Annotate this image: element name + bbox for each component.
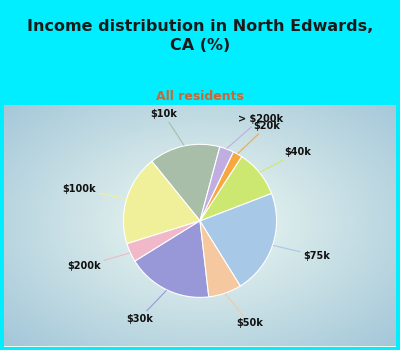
Wedge shape xyxy=(200,156,272,221)
Wedge shape xyxy=(127,221,200,261)
Wedge shape xyxy=(200,221,240,297)
Wedge shape xyxy=(152,144,220,221)
Wedge shape xyxy=(124,161,200,244)
Text: $30k: $30k xyxy=(126,290,166,324)
Text: $100k: $100k xyxy=(62,184,126,198)
Text: $75k: $75k xyxy=(273,245,330,260)
Wedge shape xyxy=(200,147,233,221)
Text: $50k: $50k xyxy=(226,294,263,329)
Wedge shape xyxy=(200,194,276,286)
Wedge shape xyxy=(135,221,209,298)
Text: $200k: $200k xyxy=(68,253,130,271)
Text: > $200k: > $200k xyxy=(227,114,283,148)
Wedge shape xyxy=(200,152,242,221)
Text: All residents: All residents xyxy=(156,90,244,103)
Text: $10k: $10k xyxy=(150,110,184,145)
Text: Income distribution in North Edwards,
CA (%): Income distribution in North Edwards, CA… xyxy=(27,19,373,52)
Text: $20k: $20k xyxy=(238,121,280,153)
Text: $40k: $40k xyxy=(260,147,311,172)
